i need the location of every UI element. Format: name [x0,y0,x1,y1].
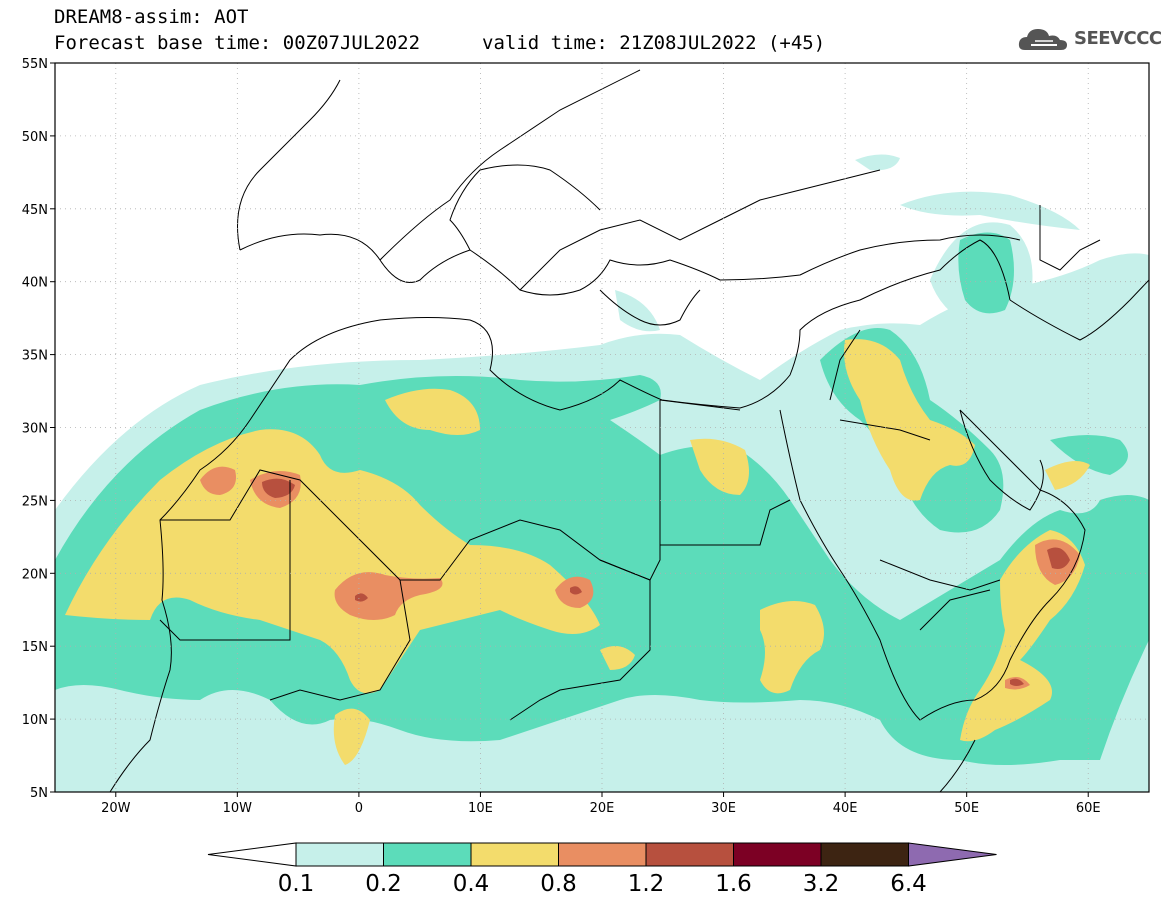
aot-band-0.4 [760,601,824,694]
colorbar-label: 6.4 [890,871,927,897]
lon-tick-label: 0 [355,801,363,816]
aot-band-0.4 [690,438,749,495]
colorbar-over-triangle [908,842,997,867]
aot-band-0.2 [1050,435,1128,475]
colorbar-swatch [645,842,734,867]
colorbar-label: 3.2 [803,871,840,897]
aot-band-0.4 [1045,461,1090,490]
lat-tick-label: 10N [22,713,48,728]
lat-tick-label: 45N [22,203,48,218]
colorbar-label: 0.2 [365,871,402,897]
cloud-icon [1018,29,1067,50]
lat-tick-label: 25N [22,494,48,509]
lat-tick-label: 30N [22,422,48,437]
aot-band-1.2 [1047,547,1070,569]
colorbar-swatch [470,842,559,867]
lat-tick-label: 50N [22,130,48,145]
aot-band-0.4 [333,708,370,765]
aot-band-1.2 [1010,678,1024,686]
colorbar-label: 1.6 [715,871,752,897]
aot-band-0.1 [615,290,660,332]
colorbar-swatch [558,842,647,867]
aot-band-0.1 [855,154,900,171]
aot-band-0.4 [600,646,635,670]
aot-band-1.2 [570,586,582,595]
map-title: DREAM8-assim: AOT [54,6,249,28]
aot-band-0.4 [65,429,600,694]
lon-tick-label: 20E [590,801,615,816]
colorbar-swatch [820,842,909,867]
lon-tick-label: 20W [101,801,131,816]
lon-tick-label: 60E [1076,801,1101,816]
lon-tick-label: 10W [223,801,253,816]
aot-band-0.4 [385,388,480,435]
colorbar-label: 1.2 [628,871,665,897]
lat-tick-label: 40N [22,276,48,291]
colorbar-swatch [383,842,472,867]
colorbar-swatch [733,842,822,867]
aot-band-0.1 [900,191,1080,230]
lat-tick-label: 20N [22,567,48,582]
colorbar-label: 0.1 [278,871,315,897]
aot-band-1.2 [262,478,295,498]
colorbar-label: 0.4 [453,871,490,897]
lat-tick-label: 55N [22,57,48,72]
seevccc-logo: SEEVCCC [1017,24,1162,54]
aot-field [55,154,1149,792]
lon-axis: 20W 10W 0 10E 20E 30E 40E 50E 60E [101,801,1101,816]
colorbar-swatch [295,842,384,867]
lat-tick-label: 35N [22,349,48,364]
coastlines [109,69,1149,792]
aot-band-0.8 [200,466,236,495]
lon-tick-label: 50E [954,801,979,816]
lat-tick-label: 5N [30,786,48,801]
aot-band-0.2 [958,232,1014,314]
valid-time: valid time: 21Z08JUL2022 (+45) [482,32,826,54]
axis-ticks [50,62,1089,797]
aot-band-1.2 [355,593,368,602]
lon-tick-label: 30E [711,801,736,816]
logo-text: SEEVCCC [1074,28,1162,49]
aot-band-0.8 [334,572,443,620]
forecast-base-time: Forecast base time: 00Z07JUL2022 [54,32,421,54]
colorbar-label: 0.8 [540,871,577,897]
lat-axis: 55N 50N 45N 40N 35N 30N 25N 20N 15N 10N 5N [22,57,48,801]
lat-tick-label: 15N [22,640,48,655]
colorbar-under-triangle [207,842,297,867]
lon-tick-label: 40E [833,801,858,816]
aot-band-0.4 [844,339,975,501]
lon-tick-label: 10E [468,801,493,816]
colorbar: 0.1 0.2 0.4 0.8 1.2 1.6 3.2 6.4 [207,842,997,897]
